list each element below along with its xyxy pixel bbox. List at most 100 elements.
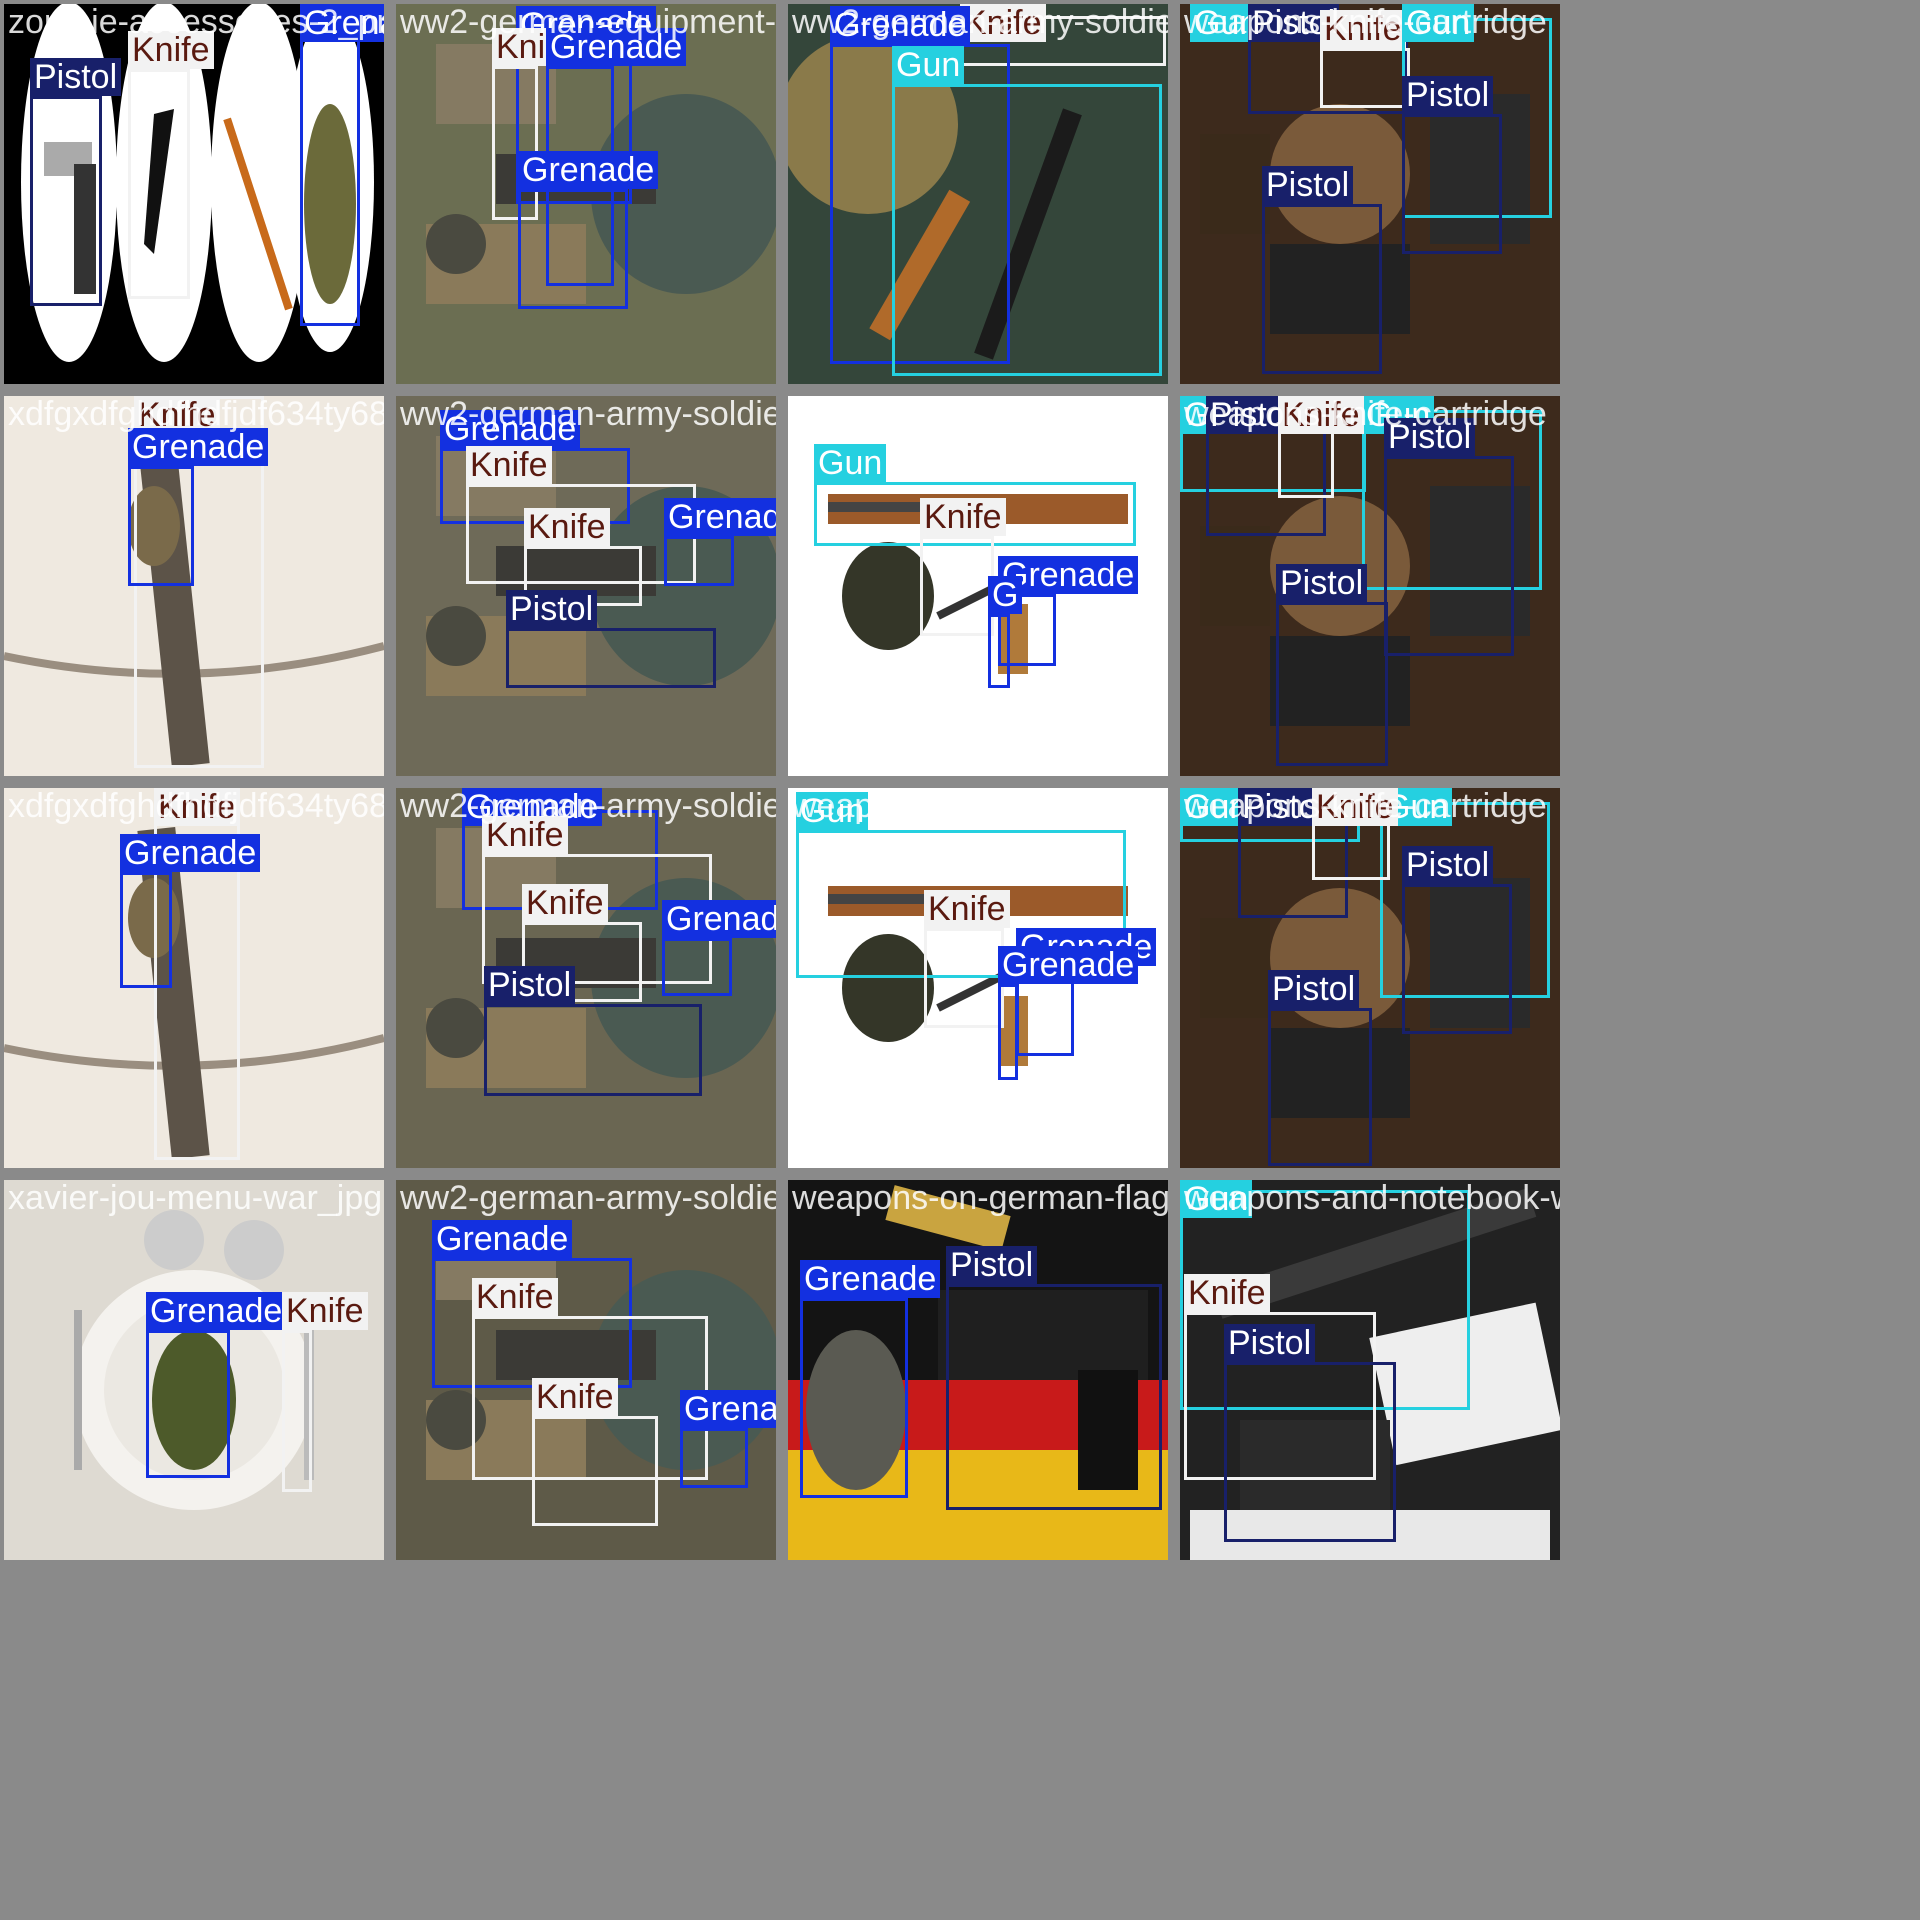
- mosaic-tile: KnifeGrenadeGunww2-german-army-soldier-f…: [788, 4, 1168, 384]
- class-label: Pistol: [1262, 166, 1354, 204]
- class-label: Knife: [134, 396, 220, 434]
- bounding-box-knife: [1184, 1312, 1376, 1480]
- class-label: Grenade: [462, 788, 603, 826]
- class-label: Knife: [924, 890, 1010, 928]
- bounding-box-grenade: [800, 1298, 908, 1498]
- class-label: Knife: [1312, 788, 1398, 826]
- photo-content: [788, 788, 1168, 1168]
- bounding-box-knife: [924, 928, 1004, 1028]
- class-label: Grenade: [662, 900, 776, 938]
- mosaic-tile: GrenadeKnifeKnifeGrenadePistolww2-german…: [396, 788, 776, 1168]
- class-label: Gun: [892, 46, 965, 84]
- bounding-box-pistol: [30, 96, 102, 306]
- class-label: Gun: [814, 444, 887, 482]
- bounding-box-pistol: [506, 628, 716, 688]
- bounding-box-pistol: [1402, 884, 1512, 1034]
- class-label: Grenade: [546, 28, 687, 66]
- mosaic-tile: KnifeGrenadexdfgxdfghdfhdfjdf634ty68r4fg…: [4, 396, 384, 776]
- class-label: Knife: [472, 1278, 558, 1316]
- class-label: Grenade: [664, 498, 776, 536]
- class-label: Pisto: [1206, 396, 1290, 434]
- photo-content: [1180, 1180, 1560, 1560]
- class-label: Grenade: [998, 946, 1139, 984]
- bounding-box-gun: [796, 830, 1126, 978]
- class-label: Knife: [128, 31, 214, 69]
- class-label: Knife: [154, 788, 240, 826]
- class-label: Grenade: [146, 1292, 287, 1330]
- class-label: G: [988, 576, 1023, 614]
- mosaic-tile: GrenadeKnifexavier-jou-menu-war_jpg.rf.5…: [4, 1180, 384, 1560]
- bounding-box-grenade: [998, 984, 1018, 1080]
- bounding-box-knife: [1312, 820, 1390, 880]
- bounding-box-grenade: [662, 938, 732, 996]
- photo-content: [396, 4, 776, 384]
- bounding-box-grenade: [146, 1330, 230, 1478]
- mosaic-tile: GrenadeKnifeKnifeGrenadeww2-german-army-…: [396, 1180, 776, 1560]
- class-label: Pistol: [506, 590, 598, 628]
- mosaic-tile: GrenadeKnifeKnifeGrenadePistolww2-german…: [396, 396, 776, 776]
- class-label: Gun: [1402, 4, 1475, 42]
- class-label: Knife: [282, 1292, 368, 1330]
- bounding-box-knife: [920, 536, 994, 636]
- class-label: Knife: [1184, 1274, 1270, 1312]
- class-label: Grenade: [998, 556, 1139, 594]
- mosaic-tile: Grenade Kni Grenade Grenade ww2-german-equip…: [396, 4, 776, 384]
- photo-content: [396, 788, 776, 1168]
- class-label: Grenade: [128, 428, 269, 466]
- bounding-box-grenade: [120, 872, 172, 988]
- bounding-box-pistol: [1224, 1362, 1396, 1542]
- class-label: Knife: [532, 1378, 618, 1416]
- mosaic-tile: KnifeGrenadexdfgxdfghdfhdfjdf634ty68r4fg…: [4, 788, 384, 1168]
- bounding-box-grenade: [518, 189, 628, 309]
- bounding-box-grenade: [664, 536, 734, 586]
- bounding-box-gun: [892, 84, 1162, 376]
- bounding-box-grenade: [830, 44, 1010, 364]
- bounding-box-gun: [814, 482, 1136, 546]
- bounding-box-knife: [532, 1416, 658, 1526]
- mosaic-tile: GrenadePistolweapons-on-german-flag-germ…: [788, 1180, 1168, 1560]
- class-label: Pistol: [1402, 846, 1494, 884]
- class-label: Pistol: [1402, 76, 1494, 114]
- class-label: Grenade: [518, 151, 659, 189]
- class-label: Knife: [1278, 396, 1364, 434]
- photo-content: [788, 4, 1168, 384]
- class-label: Pistol: [1268, 970, 1360, 1008]
- photo-content: [1180, 396, 1560, 776]
- class-label: Grenade: [432, 1220, 573, 1258]
- mosaic-tile: GunKnifeGrenadeGrenadeweapons-russian-ar…: [788, 788, 1168, 1168]
- bounding-box-pistol: [1276, 602, 1388, 766]
- class-label: Grenade: [440, 410, 581, 448]
- mosaic-tile: Gun Pistol Knife Gun Pistol Pistol weapons-kni…: [1180, 4, 1560, 384]
- class-label: Grenade: [800, 1260, 941, 1298]
- class-label: Pistol: [946, 1246, 1038, 1284]
- photo-content: [1180, 4, 1560, 384]
- photo-content: [788, 1180, 1168, 1560]
- bounding-box-grenade: [128, 466, 194, 586]
- class-label: Gun: [1180, 1180, 1253, 1218]
- bounding-box-pistol: [1268, 1008, 1372, 1166]
- bounding-box-knife: [1278, 426, 1334, 498]
- class-label: Knife: [960, 4, 1046, 42]
- bounding-box-knife: [1320, 48, 1410, 108]
- class-label: Knife: [524, 508, 610, 546]
- class-label: Knife: [920, 498, 1006, 536]
- bounding-box-grenade: [998, 594, 1056, 666]
- class-label: Pistol: [1276, 564, 1368, 602]
- class-label: Grenade: [830, 6, 971, 44]
- bounding-box-pistol: [1262, 204, 1382, 374]
- bounding-box-knife: [282, 1330, 312, 1492]
- mosaic-tile: GunKnifeGrenadeGweapons-russian-army-per…: [788, 396, 1168, 776]
- bounding-box-grenade: [680, 1428, 748, 1488]
- bounding-box-grenade: [988, 614, 1010, 688]
- class-label: Grenade: [680, 1390, 776, 1428]
- class-label: Grenade: [120, 834, 261, 872]
- bounding-box-gun: [1362, 410, 1542, 590]
- bounding-box-knife: [522, 922, 642, 1002]
- class-label: Pistol: [30, 58, 122, 96]
- class-label: Kni: [492, 28, 550, 66]
- class-label: Grenade: [300, 4, 384, 42]
- class-label: Pisto: [1238, 788, 1322, 826]
